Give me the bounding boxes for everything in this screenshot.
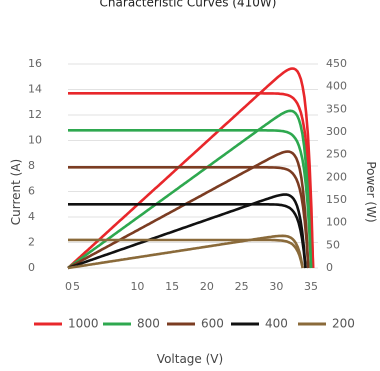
pv-curve-200 [67,234,304,270]
iv-curve-800 [68,129,313,269]
y-right-tick-label: 450 [326,57,347,70]
y-right-axis-label: Power (W) [364,161,378,222]
y-right-tick-label: 100 [326,216,347,229]
y-left-tick-label: 0 [28,261,35,274]
y-left-tick-label: 6 [28,185,35,198]
y-right-tick-label: 150 [326,193,347,206]
y-left-tick-label: 8 [28,159,35,172]
pv-curve-800 [67,109,313,270]
legend-label-200: 200 [332,317,355,331]
iv-curve-200 [68,238,304,269]
y-left-tick-label: 12 [28,108,42,121]
y-left-axis-label: Current (A) [9,159,23,225]
y-left-tick-labels: 0 2 4 6 8 10 12 14 16 [28,57,42,274]
x-tick-label: 20 [200,280,214,293]
y-right-tick-labels: 0 50 100 150 200 250 300 350 400 450 [326,57,347,274]
iv-curve-400 [68,203,307,269]
legend-label-1000: 1000 [68,317,99,331]
x-tick-labels: 0 5 10 15 20 25 30 35 [65,280,318,293]
chart-title: Characteristic Curves (410W) [100,0,277,10]
iv-curve-600 [68,166,310,269]
legend-label-800: 800 [137,317,160,331]
y-left-tick-label: 10 [28,134,42,147]
y-right-tick-label: 200 [326,170,347,183]
y-right-tick-label: 300 [326,125,347,138]
x-tick-label: 10 [130,280,144,293]
pv-curve-1000 [67,67,315,269]
x-tick-label: 35 [304,280,318,293]
legend-label-400: 400 [265,317,288,331]
legend-label-600: 600 [201,317,224,331]
x-axis-label: Voltage (V) [157,352,223,366]
y-left-tick-label: 16 [28,57,42,70]
x-tick-label: 0 [65,280,72,293]
x-tick-label: 25 [235,280,249,293]
x-tick-label: 30 [269,280,283,293]
y-right-tick-label: 250 [326,148,347,161]
y-right-tick-label: 350 [326,102,347,115]
y-left-tick-label: 2 [28,236,35,249]
y-left-tick-label: 4 [28,210,35,223]
curves [67,67,315,270]
iv-curve-1000 [68,92,315,269]
pv-curve-600 [67,150,310,270]
y-left-tick-label: 14 [28,83,42,96]
y-right-tick-label: 400 [326,80,347,93]
y-right-tick-label: 50 [326,238,340,251]
legend: 1000 800 600 400 200 [34,317,355,331]
pv-curve-400 [67,193,307,270]
y-right-tick-label: 0 [326,261,333,274]
x-tick-label: 15 [165,280,179,293]
x-tick-label: 5 [73,280,80,293]
